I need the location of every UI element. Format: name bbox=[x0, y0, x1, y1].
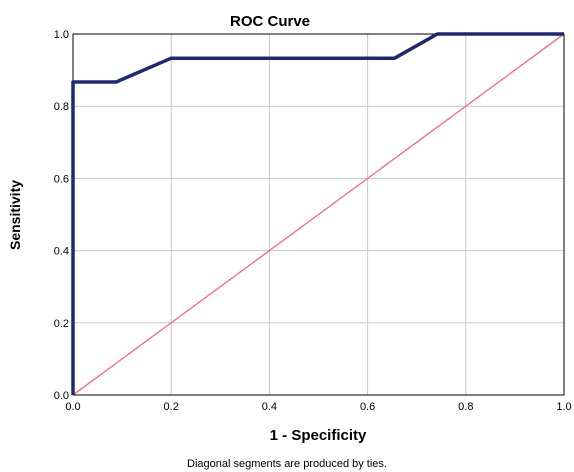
series-layer bbox=[71, 32, 565, 396]
x-tick-label: 0.4 bbox=[262, 401, 277, 413]
reference-diagonal-line bbox=[72, 33, 565, 396]
y-tick-labels: 0.0 0.2 0.4 0.6 0.8 1.0 bbox=[54, 29, 69, 402]
x-tick-labels: 0.0 0.2 0.4 0.6 0.8 1.0 bbox=[65, 401, 571, 413]
x-tick-label: 0.6 bbox=[360, 401, 375, 413]
x-axis-title: 1 - Specificity bbox=[270, 427, 367, 444]
y-tick-label: 1.0 bbox=[54, 29, 69, 41]
y-tick-label: 0.0 bbox=[54, 390, 69, 402]
y-axis-title: Sensitivity bbox=[7, 180, 23, 250]
chart-title: ROC Curve bbox=[230, 13, 310, 30]
roc-curve-line bbox=[71, 32, 564, 395]
x-tick-label: 0.2 bbox=[164, 401, 179, 413]
gridlines bbox=[73, 34, 564, 395]
x-tick-label: 0.8 bbox=[458, 401, 473, 413]
y-tick-label: 0.6 bbox=[54, 173, 69, 185]
x-tick-label: 0.0 bbox=[65, 401, 80, 413]
x-tick-label: 1.0 bbox=[556, 401, 571, 413]
y-tick-label: 0.2 bbox=[54, 318, 69, 330]
footnote: Diagonal segments are produced by ties. bbox=[187, 458, 387, 470]
y-tick-label: 0.4 bbox=[54, 246, 69, 258]
y-tick-label: 0.8 bbox=[54, 101, 69, 113]
